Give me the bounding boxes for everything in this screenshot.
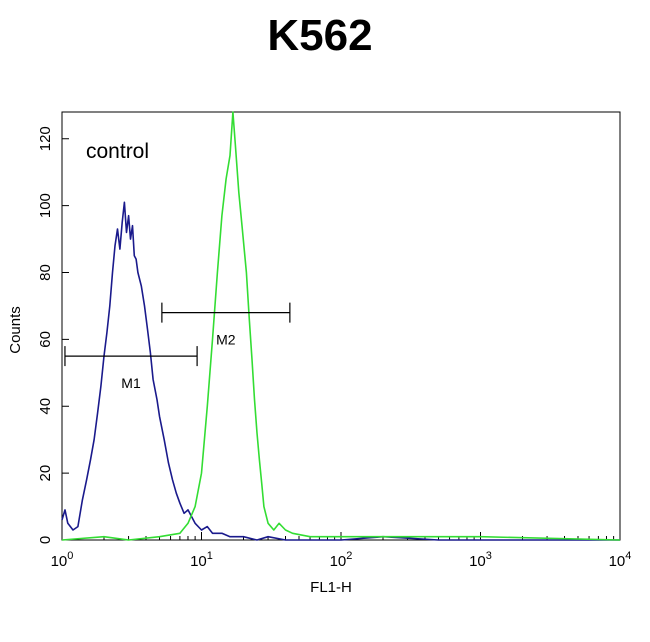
x-tick-base: 10 (469, 553, 486, 570)
x-tick-label: 103 (469, 550, 492, 570)
y-axis-label: Counts (7, 306, 24, 354)
x-tick-exponent: 2 (346, 550, 352, 562)
x-tick-base: 10 (609, 553, 626, 570)
x-tick-label: 101 (190, 550, 213, 570)
x-tick-exponent: 1 (207, 550, 213, 562)
marker-layer: M1 M2 (64, 302, 291, 391)
x-tick-label: 104 (609, 550, 632, 570)
x-tick-label: 100 (51, 550, 74, 570)
x-tick-exponent: 0 (67, 550, 73, 562)
series-line-1 (61, 201, 620, 541)
y-tick-label: 100 (37, 193, 54, 218)
x-axis-label: FL1-H (310, 579, 352, 596)
x-tick-exponent: 3 (486, 550, 492, 562)
x-tick-base: 10 (51, 553, 68, 570)
y-tick-label: 60 (37, 331, 54, 348)
x-tick-exponent: 4 (625, 550, 631, 562)
marker-label-m1: M1 (121, 375, 141, 391)
x-tick-base: 10 (330, 553, 347, 570)
series-layer (61, 111, 621, 541)
y-tick-label: 120 (37, 126, 54, 151)
y-tick-label: 20 (37, 465, 54, 482)
y-tick-label: 80 (37, 264, 54, 281)
x-tick-label: 102 (330, 550, 353, 570)
x-tick-base: 10 (190, 553, 207, 570)
y-axis: 0 20 40 60 80 100 120 (37, 126, 69, 544)
y-tick-label: 0 (37, 536, 54, 544)
plot-frame (61, 111, 621, 541)
annotation-control: control (86, 140, 149, 163)
marker-label-m2: M2 (216, 332, 236, 348)
chart-title: K562 (267, 11, 372, 60)
y-tick-label: 40 (37, 398, 54, 415)
series-line-2 (61, 111, 621, 541)
